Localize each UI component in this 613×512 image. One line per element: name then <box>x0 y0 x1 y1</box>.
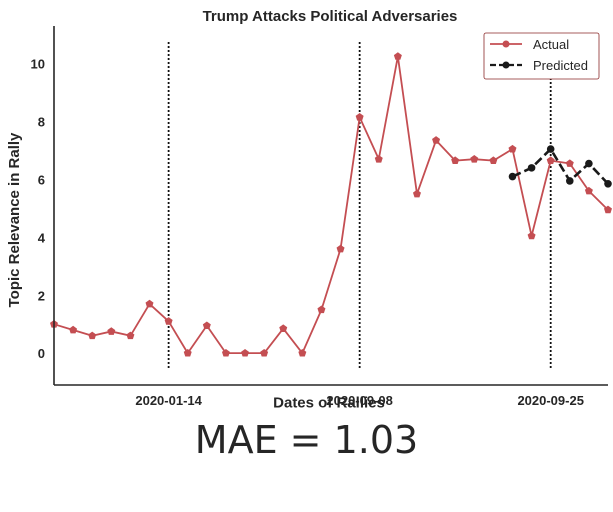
data-point <box>565 159 574 167</box>
data-point <box>584 186 593 195</box>
chart: Trump Attacks Political Adversaries 0 2 4 6… <box>6 8 612 411</box>
x-tick-label: 2020-09-08 <box>326 393 393 408</box>
data-point <box>183 348 192 357</box>
data-point <box>164 317 173 325</box>
vertical-markers <box>167 42 552 369</box>
data-point <box>69 325 78 334</box>
legend-actual-marker <box>502 40 510 48</box>
data-point <box>585 159 593 168</box>
y-tick-label: 4 <box>38 230 46 245</box>
y-axis-label: Topic Relevance in Rally <box>6 132 23 307</box>
data-point <box>260 348 269 357</box>
x-tick-label: 2020-09-25 <box>517 393 584 408</box>
series-layer <box>50 52 612 357</box>
x-axis-label: Dates of Rallies <box>273 394 385 411</box>
x-tick-label: 2020-01-14 <box>135 393 202 408</box>
data-point <box>546 156 555 165</box>
data-point <box>565 177 574 185</box>
data-point <box>470 154 479 163</box>
y-tick-label: 10 <box>31 57 45 72</box>
data-point <box>355 113 364 121</box>
series-predicted <box>508 145 612 188</box>
data-point <box>527 231 536 240</box>
data-point <box>412 189 421 198</box>
legend-actual-label: Actual <box>533 37 569 52</box>
data-point <box>279 324 288 332</box>
axes <box>53 26 608 386</box>
chart-title: Trump Attacks Political Adversaries <box>203 8 458 25</box>
series-line-predicted <box>511 147 609 185</box>
legend-predicted-marker <box>502 61 510 69</box>
data-point <box>374 154 383 163</box>
data-point <box>126 331 135 340</box>
y-tick-label: 0 <box>38 346 45 361</box>
data-point <box>221 348 230 357</box>
y-tick-label: 8 <box>38 115 45 130</box>
x-tick-labels: 2020-01-14 2020-09-08 2020-09-25 <box>135 393 584 408</box>
series-line-actual <box>53 55 609 355</box>
data-point <box>508 172 517 181</box>
y-tick-labels: 0 2 4 6 8 10 <box>31 57 46 362</box>
data-point <box>604 179 612 188</box>
data-point <box>508 144 517 153</box>
y-tick-label: 6 <box>38 172 45 187</box>
data-point <box>546 145 555 153</box>
data-point <box>336 244 345 253</box>
data-point <box>393 52 402 60</box>
legend: Actual Predicted <box>483 32 600 80</box>
data-point <box>432 136 441 144</box>
mae-label: MAE = 1.03 <box>194 418 419 462</box>
data-point <box>202 321 211 330</box>
data-point <box>527 164 536 172</box>
data-point <box>298 348 307 357</box>
series-actual <box>50 52 612 357</box>
data-point <box>317 305 326 314</box>
data-point <box>145 299 154 308</box>
data-point <box>451 156 460 165</box>
legend-predicted-label: Predicted <box>533 58 588 73</box>
data-point <box>107 327 116 335</box>
data-point <box>489 156 498 165</box>
y-tick-label: 2 <box>38 288 45 303</box>
data-point <box>604 205 612 214</box>
data-point <box>241 348 250 357</box>
data-point <box>88 331 97 340</box>
